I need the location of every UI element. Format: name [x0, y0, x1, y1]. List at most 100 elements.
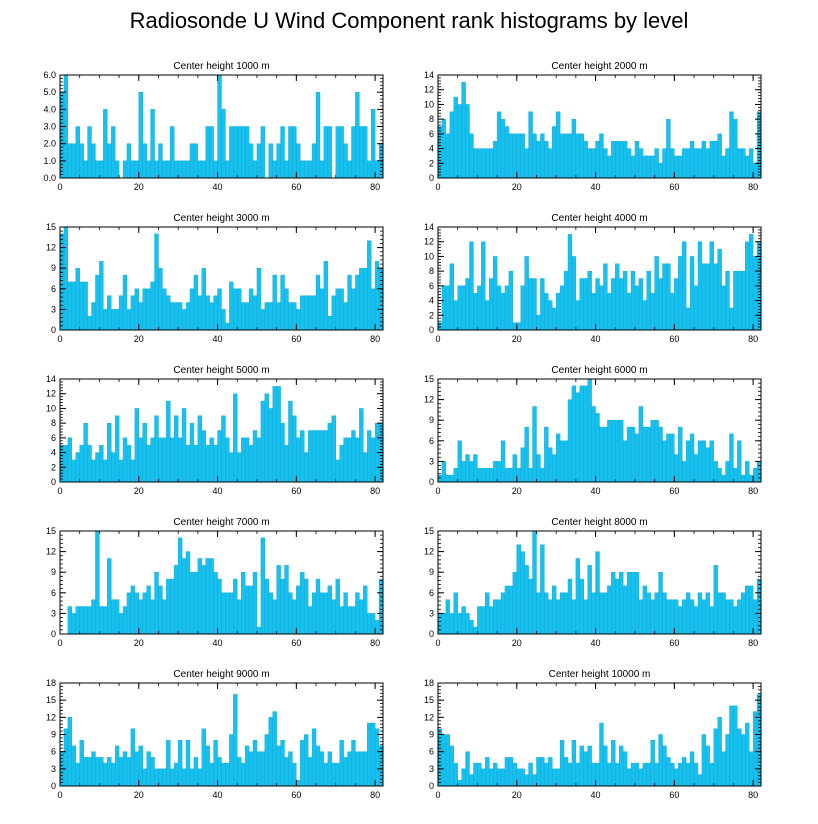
histogram-bar [579, 745, 584, 787]
histogram-bar [489, 278, 494, 331]
histogram-bar [532, 278, 537, 331]
histogram-bar [622, 270, 628, 331]
histogram-bar [544, 426, 549, 483]
histogram-bar [205, 445, 210, 483]
histogram-bar [646, 592, 651, 635]
histogram-bar [83, 160, 88, 179]
histogram-bar [189, 768, 195, 787]
histogram-bar [583, 141, 588, 179]
histogram-bar [134, 408, 139, 483]
histogram-bar [244, 437, 250, 483]
histogram-bar [689, 141, 695, 179]
histogram-bar [363, 751, 368, 787]
histogram-bar [441, 734, 447, 787]
y-tick-label: 9 [51, 567, 56, 577]
histogram-bar [142, 143, 147, 179]
histogram-bar [674, 599, 679, 635]
histogram-bar [256, 626, 262, 635]
histogram-bar [528, 111, 533, 179]
histogram-bar [650, 155, 655, 179]
histogram-bar [682, 599, 687, 635]
histogram-bar [437, 474, 443, 483]
histogram-bar [666, 263, 671, 331]
histogram-bar [296, 585, 301, 635]
y-tick-label: 3 [429, 764, 434, 774]
histogram-bar [177, 740, 183, 787]
histogram-bar [536, 757, 541, 787]
histogram-bar [107, 422, 112, 483]
histogram-bar [359, 599, 364, 635]
histogram-bar [524, 148, 529, 179]
histogram-bar [319, 430, 325, 483]
histogram-bar [658, 278, 663, 331]
histogram-bar [343, 592, 348, 635]
histogram-bar [130, 459, 136, 483]
histogram-bar [461, 768, 466, 787]
y-tick-label: 14 [424, 70, 434, 80]
histogram-bar [697, 592, 703, 635]
histogram-bar [457, 780, 462, 787]
histogram-bar [323, 592, 329, 635]
histogram-bar [473, 148, 478, 179]
y-tick-label: 0 [429, 173, 434, 183]
histogram-bar [229, 126, 234, 179]
histogram-bar [713, 141, 718, 179]
histogram-bar [237, 288, 242, 331]
histogram-bar [158, 768, 163, 787]
histogram-bar [107, 143, 112, 179]
x-tick-label: 60 [291, 790, 301, 800]
histogram-bar [748, 234, 754, 331]
histogram-bar [264, 393, 269, 483]
y-tick-label: 15 [424, 374, 434, 384]
histogram-bar [170, 126, 175, 179]
y-tick-label: 6 [51, 747, 56, 757]
panel-title: Center height 6000 m [551, 365, 647, 376]
histogram-bar [615, 420, 620, 483]
histogram-bar [95, 530, 100, 635]
histogram-bar [111, 126, 116, 179]
histogram-bar [512, 322, 517, 331]
histogram-bar [311, 430, 317, 483]
histogram-bar [174, 565, 179, 635]
histogram-bar [118, 613, 124, 635]
panel-title: Center height 4000 m [551, 213, 647, 224]
histogram-bar [103, 606, 108, 635]
histogram-bar [453, 592, 458, 635]
x-tick-label: 20 [134, 334, 144, 344]
histogram-bar [646, 155, 651, 179]
x-tick-label: 60 [669, 182, 679, 192]
histogram-bar [516, 768, 521, 787]
histogram-bar [292, 762, 297, 787]
histogram-bar [374, 728, 380, 787]
histogram-bar [138, 599, 143, 635]
x-tick-label: 60 [291, 638, 301, 648]
histogram-bar [595, 762, 600, 787]
histogram-bar [189, 572, 195, 635]
histogram-bar [315, 274, 321, 331]
histogram-bar [63, 728, 69, 787]
histogram-bar [603, 592, 608, 635]
histogram-bar [177, 437, 183, 483]
histogram-bar [461, 606, 466, 635]
histogram-bar [71, 459, 76, 483]
histogram-bar [630, 426, 636, 483]
histogram-bar [709, 606, 714, 635]
histogram-bar [150, 109, 155, 179]
histogram-bar [449, 474, 454, 483]
histogram-bar [374, 620, 380, 635]
histogram-bar [465, 454, 470, 483]
histogram-bar [752, 163, 758, 179]
histogram-bar [154, 160, 159, 179]
histogram-bar [103, 459, 108, 483]
panel-title: Center height 2000 m [551, 61, 647, 72]
histogram-bar [603, 426, 608, 483]
histogram-bar [237, 452, 242, 483]
histogram-bar [575, 133, 581, 179]
histogram-bar [323, 762, 329, 787]
histogram-bar [524, 774, 529, 787]
x-tick-label: 40 [591, 334, 601, 344]
histogram-bar [532, 530, 537, 635]
histogram-bar [233, 694, 238, 787]
histogram-bar [544, 293, 549, 331]
histogram-bar [752, 711, 758, 787]
